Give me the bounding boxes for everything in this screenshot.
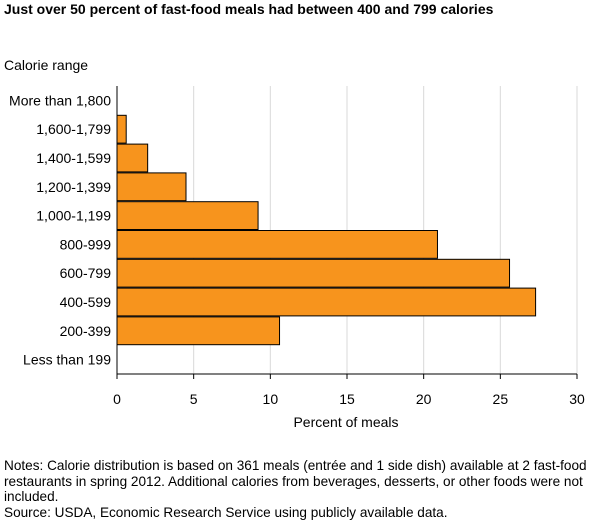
chart-notes: Notes: Calorie distribution is based on …	[4, 458, 604, 520]
y-tick-label: 200-399	[60, 323, 112, 339]
y-tick-label: More than 1,800	[9, 92, 111, 108]
bar	[116, 143, 149, 173]
bar	[116, 258, 511, 288]
y-tick-label: 1,000-1,199	[36, 208, 111, 224]
x-tick-label: 30	[569, 391, 585, 407]
x-tick-label: 0	[113, 391, 121, 407]
bar	[116, 230, 438, 259]
bar-chart: More than 1,800 1,600-1,799 1,400-1,599 1,2…	[9, 86, 585, 407]
chart-title: Just over 50 percent of fast-food meals …	[4, 1, 494, 17]
x-tick-label: 10	[263, 391, 279, 407]
source-text: Source: USDA, Economic Research Service …	[4, 504, 448, 520]
y-axis-title: Calorie range	[4, 57, 89, 73]
notes-text: Notes: Calorie distribution is based on …	[4, 458, 587, 504]
x-tick-label: 15	[339, 391, 355, 407]
y-tick-label: Less than 199	[23, 352, 111, 368]
y-tick-label: 600-799	[60, 265, 112, 281]
y-tick-label: 800-999	[60, 236, 112, 252]
y-tick-label: 1,400-1,599	[36, 150, 111, 166]
x-tick-label: 5	[190, 391, 198, 407]
bar	[116, 114, 127, 144]
x-tick-label: 20	[416, 391, 432, 407]
y-tick-label: 400-599	[60, 294, 112, 310]
x-tick-label: 25	[493, 391, 509, 407]
bar	[116, 316, 281, 346]
bar	[116, 172, 187, 202]
x-axis-title: Percent of meals	[293, 414, 399, 430]
y-tick-label: 1,600-1,799	[36, 121, 111, 137]
bar	[116, 201, 259, 230]
bar	[116, 287, 537, 317]
y-tick-label: 1,200-1,399	[36, 179, 111, 195]
